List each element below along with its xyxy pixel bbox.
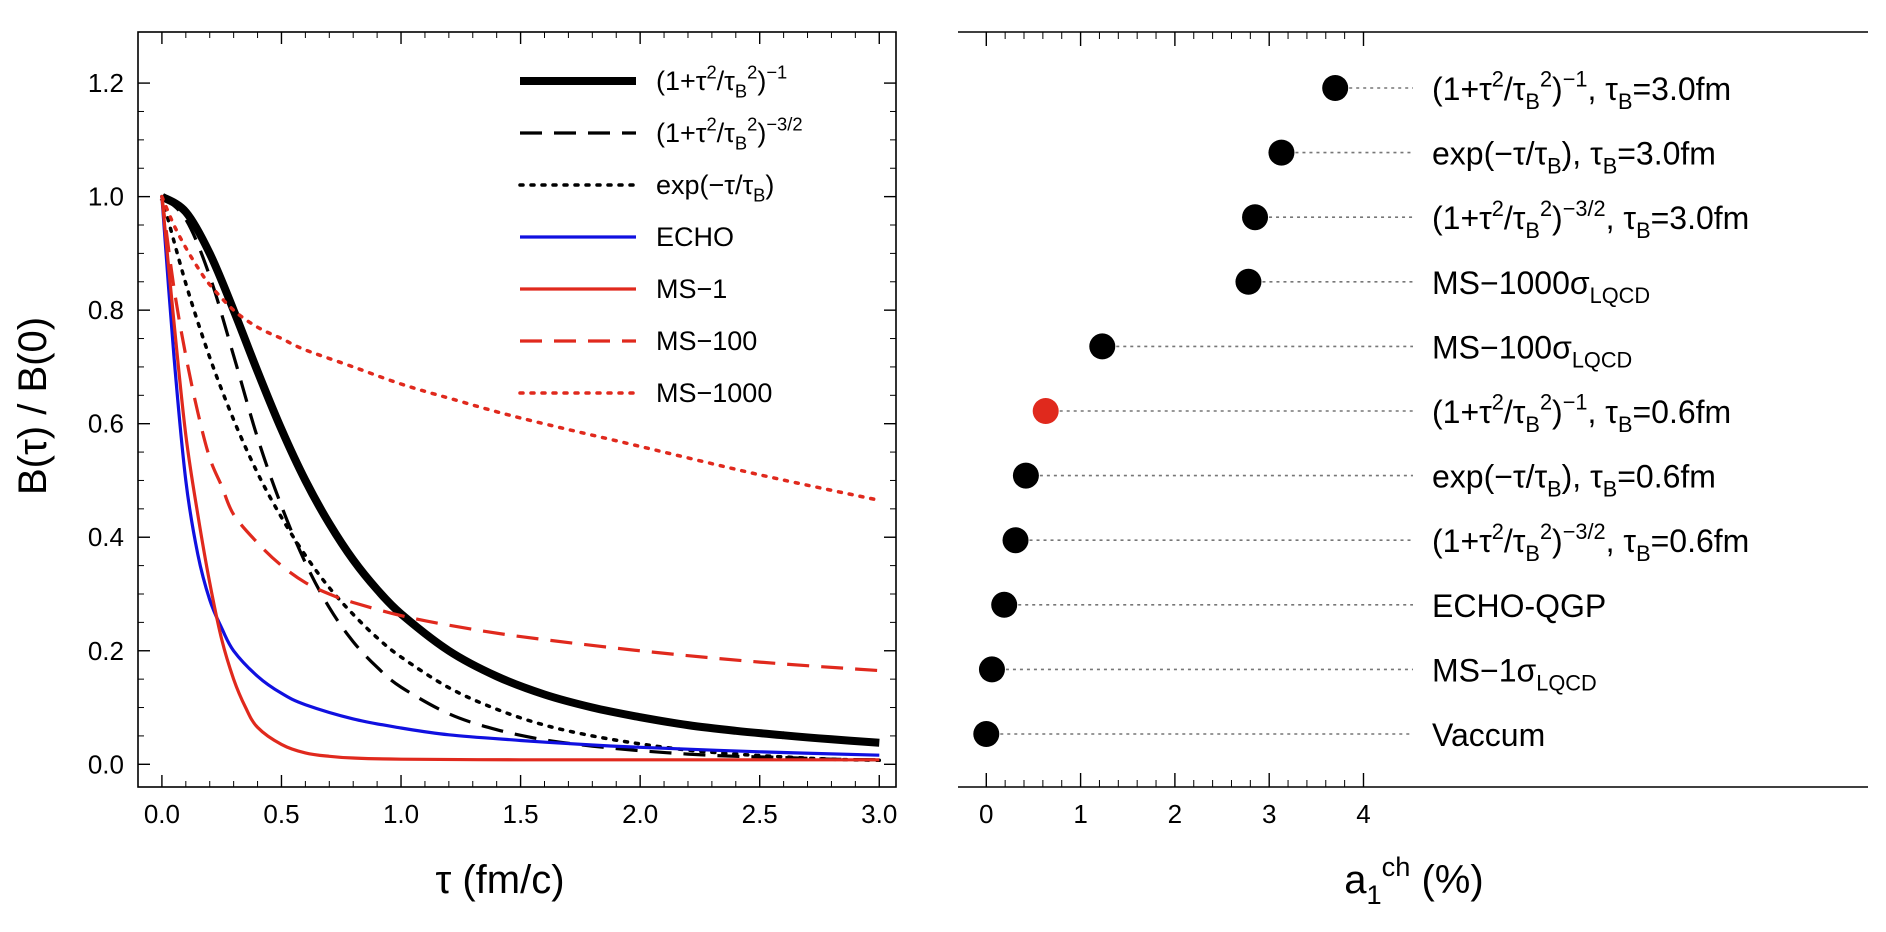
y-tick-label: 0.0 <box>88 749 124 779</box>
y-tick-label: 1.0 <box>88 182 124 212</box>
left-axis-ticks <box>138 32 896 787</box>
data-point-11 <box>973 721 1000 747</box>
left-x-axis-title: τ (fm/c) <box>435 858 564 902</box>
legend-label-1: (1+τ2/τB2)−1 <box>656 62 787 102</box>
x-tick-label: 1.0 <box>383 799 419 829</box>
y-tick-label: 1.2 <box>88 68 124 98</box>
data-point-4 <box>1235 268 1262 295</box>
point-label-8: (1+τ2/τB2)−3/2, τB=0.6fm <box>1432 519 1749 566</box>
point-label-5: MS−100σLQCD <box>1432 329 1632 372</box>
series-line-2 <box>160 195 880 762</box>
x-tick-label: 3.0 <box>861 799 897 829</box>
series-line-5 <box>160 196 880 762</box>
data-point-9 <box>991 591 1018 618</box>
y-tick-label: 0.6 <box>88 409 124 439</box>
x-tick-label: 1 <box>1073 799 1087 829</box>
x-tick-label: 4 <box>1356 799 1370 829</box>
data-point-10 <box>978 656 1005 683</box>
point-label-2: exp(−τ/τB), τB=3.0fm <box>1432 136 1716 179</box>
data-point-8 <box>1002 527 1029 554</box>
right-points-group: (1+τ2/τB2)−1, τB=3.0fm exp(−τ/τB), τB=3.0… <box>973 67 1749 753</box>
legend-label-5: MS−1 <box>656 274 727 304</box>
data-point-2 <box>1268 139 1295 166</box>
x-tick-label: 1.5 <box>503 799 539 829</box>
left-chart-panel: 0.0 0.5 1.0 1.5 2.0 2.5 3.0 0.0 0.2 0.4 0.6 0.8 1.0 1… <box>11 31 897 902</box>
x-tick-label: 2 <box>1168 799 1182 829</box>
left-series-group <box>159 193 882 763</box>
data-point-6 <box>1032 398 1059 424</box>
data-point-1 <box>1322 75 1349 101</box>
point-label-1: (1+τ2/τB2)−1, τB=3.0fm <box>1432 67 1731 114</box>
point-label-3: (1+τ2/τB2)−3/2, τB=3.0fm <box>1432 196 1749 243</box>
series-line-6 <box>160 196 880 673</box>
data-point-3 <box>1242 204 1269 231</box>
x-tick-label: 0 <box>979 799 993 829</box>
y-tick-label: 0.2 <box>88 636 124 666</box>
point-label-10: MS−1σLQCD <box>1432 652 1597 695</box>
x-tick-label: 2.5 <box>742 799 778 829</box>
data-point-5 <box>1089 333 1116 360</box>
y-tick-label: 0.8 <box>88 295 124 325</box>
x-tick-label: 2.0 <box>622 799 658 829</box>
left-axis-tick-labels: 0.0 0.5 1.0 1.5 2.0 2.5 3.0 0.0 0.2 0.4 0.6 0.8 1.0 1… <box>88 68 897 829</box>
point-label-11: Vaccum <box>1432 717 1545 753</box>
series-line-4 <box>160 196 880 757</box>
right-axis-tick-labels: 0 1 2 3 4 <box>979 799 1371 829</box>
legend-label-2: (1+τ2/τB2)−3/2 <box>656 114 803 154</box>
point-label-7: exp(−τ/τB), τB=0.6fm <box>1432 459 1716 502</box>
x-tick-label: 3 <box>1262 799 1276 829</box>
point-label-4: MS−1000σLQCD <box>1432 265 1650 308</box>
series-line-7 <box>160 194 882 503</box>
right-axis-ticks <box>985 32 1365 787</box>
point-label-9: ECHO-QGP <box>1432 588 1606 624</box>
series-line-3 <box>160 194 882 763</box>
x-tick-label: 0.5 <box>263 799 299 829</box>
left-y-axis-title: B(τ) / B(0) <box>11 317 55 495</box>
legend-label-7: MS−1000 <box>656 378 772 408</box>
right-x-axis-title: a1ch (%) <box>1344 851 1483 910</box>
left-plot-frame <box>137 31 897 788</box>
x-tick-label: 0.0 <box>144 799 180 829</box>
point-label-6: (1+τ2/τB2)−1, τB=0.6fm <box>1432 390 1731 437</box>
legend-label-3: exp(−τ/τB) <box>656 170 774 206</box>
legend-label-4: ECHO <box>656 222 734 252</box>
legend-label-6: MS−100 <box>656 326 757 356</box>
y-tick-label: 0.4 <box>88 522 124 552</box>
series-line-1 <box>159 193 880 747</box>
right-chart-panel: 0 1 2 3 4 (1+τ2/τB2)−1, τB=3.0fm exp(−τ/τB), … <box>958 31 1868 910</box>
legend: (1+τ2/τB2)−1 (1+τ2/τB2)−3/2 exp(−τ/τB) ECHO… <box>518 62 803 408</box>
data-point-7 <box>1012 462 1039 489</box>
